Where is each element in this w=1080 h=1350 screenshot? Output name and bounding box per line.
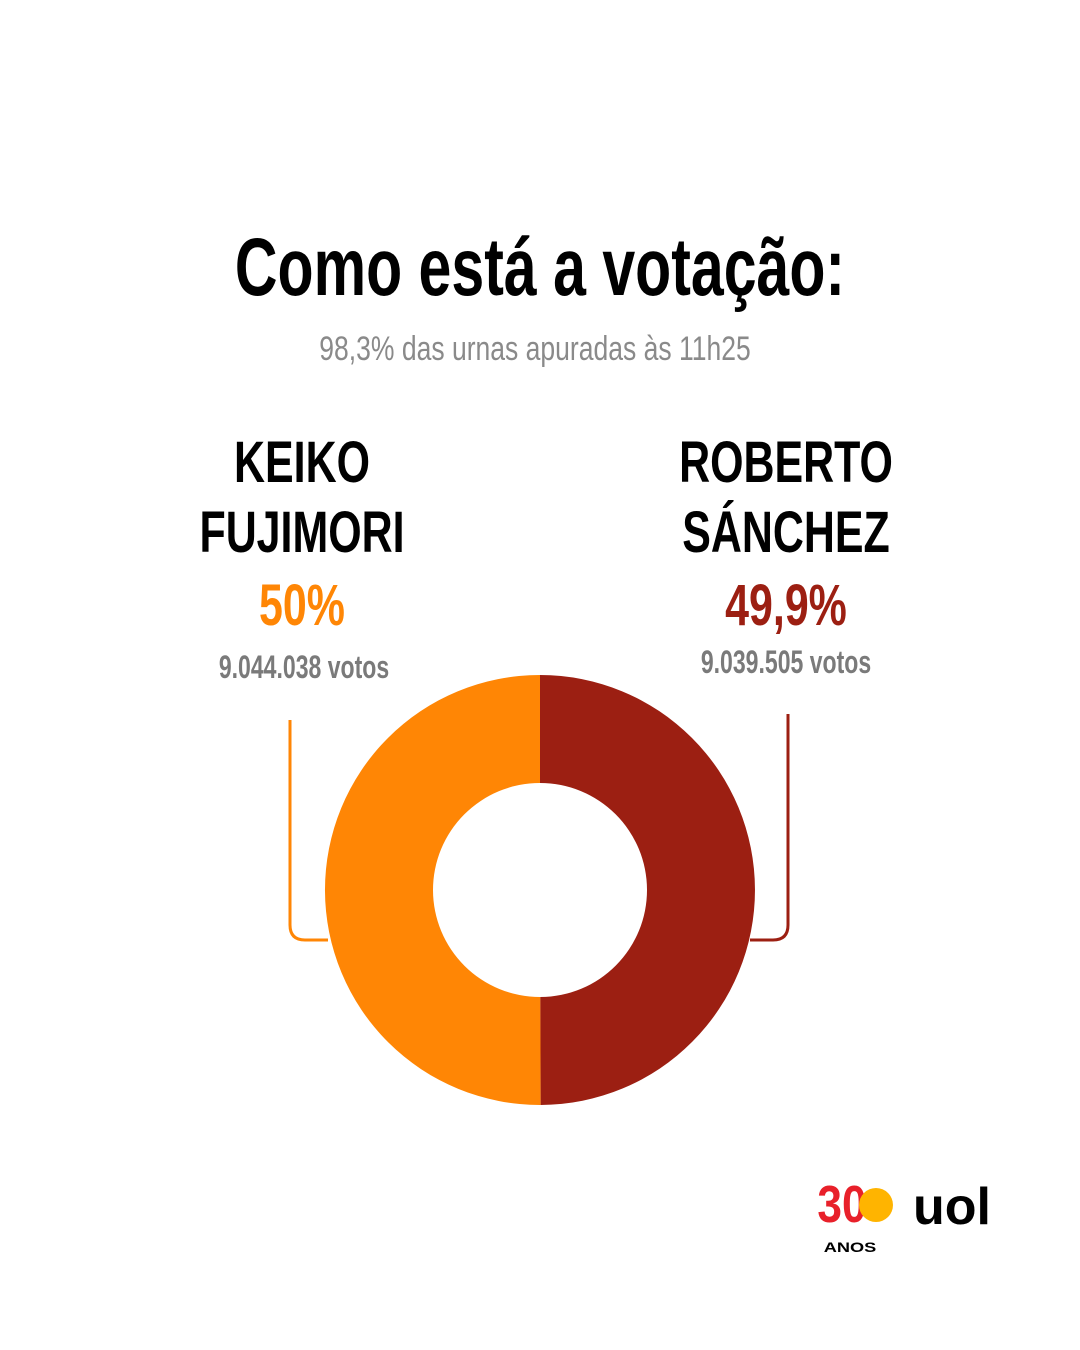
logo-number-group: 30 bbox=[817, 1176, 866, 1234]
candidate-name-group: ROBERTO SÁNCHEZ bbox=[679, 430, 893, 565]
logo-number: 30 bbox=[817, 1176, 866, 1234]
candidate-name-group: KEIKO FUJIMORI bbox=[199, 430, 404, 565]
chart-title: Como está a votação: bbox=[235, 222, 845, 314]
donut-slice bbox=[324, 675, 541, 1105]
value-label-group: 50% bbox=[259, 573, 345, 638]
votes-label: 9.044.038 votos bbox=[219, 649, 389, 685]
candidate-name: KEIKO FUJIMORI bbox=[199, 430, 404, 565]
logo-caption-group: ANOS bbox=[824, 1240, 877, 1256]
name-line: ROBERTO bbox=[679, 430, 893, 495]
name-line: KEIKO bbox=[234, 430, 370, 495]
votes-label: 9.039.505 votos bbox=[701, 644, 871, 680]
donut-slice bbox=[540, 675, 755, 1105]
value-label: 50% bbox=[259, 573, 345, 638]
chart-subtitle: 98,3% das urnas apuradas às 11h25 bbox=[319, 330, 750, 368]
logo-caption: ANOS bbox=[824, 1240, 877, 1256]
chart-title-group: Como está a votação: bbox=[235, 222, 845, 314]
chart-subtitle-group: 98,3% das urnas apuradas às 11h25 bbox=[319, 330, 750, 368]
connector bbox=[288, 720, 328, 942]
name-line: SÁNCHEZ bbox=[682, 500, 889, 565]
votes-label-group: 9.044.038 votos bbox=[219, 649, 389, 685]
value-label-group: 49,9% bbox=[725, 573, 847, 638]
connector bbox=[750, 714, 790, 942]
candidate-name: ROBERTO SÁNCHEZ bbox=[679, 430, 893, 565]
logo-sun bbox=[859, 1188, 893, 1222]
value-label: 49,9% bbox=[725, 573, 847, 638]
votes-label-group: 9.039.505 votos bbox=[701, 644, 871, 680]
logo-brand-group: uol bbox=[913, 1178, 991, 1236]
logo-brand: uol bbox=[913, 1178, 991, 1236]
name-line: FUJIMORI bbox=[199, 500, 404, 565]
